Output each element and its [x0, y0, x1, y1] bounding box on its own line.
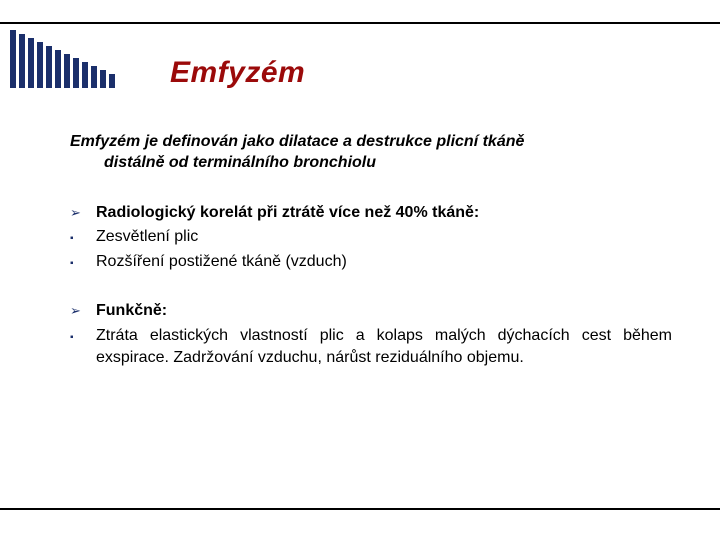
bullet-group: ➢Funkčně:▪Ztráta elastických vlastností … [70, 300, 672, 368]
bar [100, 70, 106, 88]
item-text: Rozšíření postižené tkáně (vzduch) [96, 251, 672, 273]
item-text: Funkčně: [96, 300, 672, 322]
bar [82, 62, 88, 88]
bar [10, 30, 16, 88]
list-item: ➢Funkčně: [70, 300, 672, 322]
bottom-rule [0, 508, 720, 510]
bar [28, 38, 34, 88]
bar [109, 74, 115, 88]
decorative-bars [10, 30, 115, 88]
item-text: Radiologický korelát při ztrátě více než… [96, 202, 672, 224]
bar [91, 66, 97, 88]
definition-line1: Emfyzém je definován jako dilatace a des… [70, 133, 524, 150]
bar [73, 58, 79, 88]
arrow-bullet-icon: ➢ [70, 300, 96, 321]
item-text: Ztráta elastických vlastností plic a kol… [96, 325, 672, 368]
slide-title: Emfyzém [170, 56, 305, 90]
square-bullet-icon: ▪ [70, 251, 96, 271]
list-item: ▪Rozšíření postižené tkáně (vzduch) [70, 251, 672, 273]
item-text: Zesvětlení plic [96, 226, 672, 248]
square-bullet-icon: ▪ [70, 325, 96, 345]
arrow-bullet-icon: ➢ [70, 202, 96, 223]
definition-line2: distálně od terminálního bronchiolu [70, 153, 672, 174]
top-rule [0, 22, 720, 24]
bar [55, 50, 61, 88]
bar [37, 42, 43, 88]
slide-content: Emfyzém je definován jako dilatace a des… [70, 132, 672, 371]
bar [46, 46, 52, 88]
definition-text: Emfyzém je definován jako dilatace a des… [70, 132, 672, 174]
square-bullet-icon: ▪ [70, 226, 96, 246]
bullet-group: ➢Radiologický korelát při ztrátě více ne… [70, 202, 672, 273]
list-item: ▪Ztráta elastických vlastností plic a ko… [70, 325, 672, 368]
list-item: ▪Zesvětlení plic [70, 226, 672, 248]
list-item: ➢Radiologický korelát při ztrátě více ne… [70, 202, 672, 224]
bar [19, 34, 25, 88]
bar [64, 54, 70, 88]
